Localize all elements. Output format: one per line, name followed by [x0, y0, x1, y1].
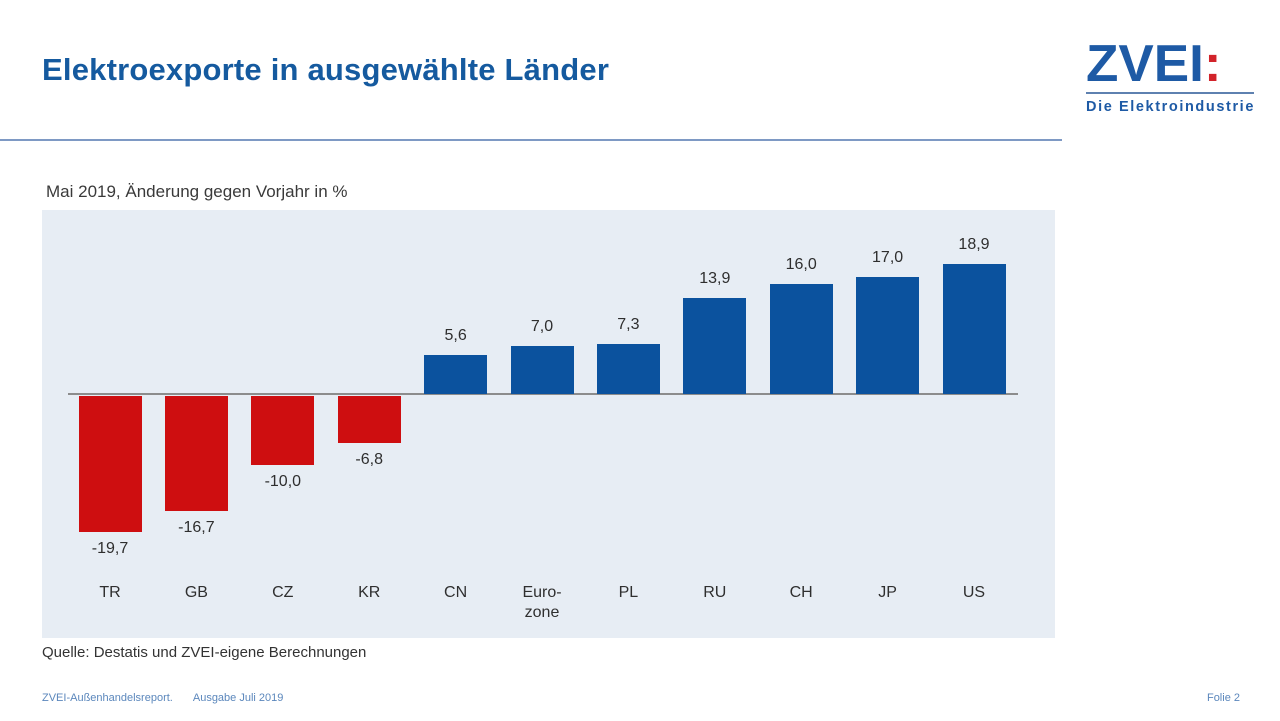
- bar-ch: [769, 283, 833, 394]
- category-label-tr: TR: [99, 584, 121, 601]
- value-label-cz: -10,0: [264, 473, 302, 490]
- value-label-ch: 16,0: [785, 255, 817, 273]
- value-label-us: 18,9: [958, 235, 990, 253]
- zero-axis-line: [68, 393, 1018, 395]
- category-label-cn: CN: [444, 584, 468, 601]
- category-label-cz: CZ: [272, 584, 294, 601]
- bar-chart: -19,7 TR -16,7 GB -10,0 CZ -6,8 KR 5,6 CN 7,0 Euro-…: [42, 210, 1055, 638]
- category-label-ru: RU: [703, 584, 727, 601]
- value-label-cn: 5,6: [444, 327, 467, 345]
- value-label-pl: 7,3: [617, 315, 640, 333]
- zvei-logo: ZVEI: Die Elektroindustrie: [1086, 38, 1261, 116]
- zvei-logo-tagline: Die Elektroindustrie: [1086, 99, 1255, 116]
- zvei-logo-wordmark: ZVEI:: [1086, 38, 1261, 90]
- bar-euro-zone: [510, 345, 574, 394]
- bar-kr: [337, 396, 401, 443]
- value-label-ru: 13,9: [699, 270, 731, 288]
- value-label-euro-zone: 7,0: [530, 317, 554, 335]
- bar-pl: [596, 343, 660, 394]
- slide-footer: ZVEI-Außenhandelsreport. Ausgabe Juli 201…: [0, 692, 1280, 712]
- category-label-ch: CH: [789, 584, 813, 601]
- bar-cz: [251, 396, 315, 465]
- page-title: Elektroexporte in ausgewählte Länder: [42, 52, 610, 87]
- value-label-jp: 17,0: [872, 248, 904, 266]
- source-note: Quelle: Destatis und ZVEI-eigene Berechn…: [42, 644, 367, 661]
- value-label-kr: -6,8: [355, 450, 383, 468]
- bar-gb: [164, 396, 228, 512]
- zvei-logo-rule: [1086, 92, 1254, 95]
- category-label-pl: PL: [618, 584, 639, 601]
- category-label-kr: KR: [358, 584, 381, 601]
- value-label-tr: -19,7: [91, 539, 129, 557]
- slide-number: Folie 2: [1206, 692, 1240, 704]
- zvei-logo-colon: :: [1203, 35, 1222, 93]
- title-divider: [0, 139, 1062, 141]
- value-label-gb: -16,7: [178, 519, 215, 537]
- bar-ru: [683, 298, 747, 394]
- bar-cn: [424, 355, 488, 394]
- chart-subtitle: Mai 2019, Änderung gegen Vorjahr in %: [46, 182, 348, 201]
- footer-report-info: ZVEI-Außenhandelsreport. Ausgabe Juli 201…: [42, 692, 283, 704]
- category-label-jp: JP: [878, 584, 897, 601]
- category-label-us: US: [962, 584, 986, 601]
- bar-tr: [78, 396, 142, 532]
- footer-edition: Ausgabe Juli 2019: [192, 692, 284, 704]
- bar-us: [942, 263, 1006, 394]
- category-label-euro-zone: Euro- zone: [522, 584, 562, 621]
- category-label-gb: GB: [184, 584, 208, 601]
- zvei-logo-text: ZVEI: [1086, 35, 1204, 93]
- footer-report-name: ZVEI-Außenhandelsreport.: [42, 692, 173, 704]
- bar-jp: [856, 276, 920, 394]
